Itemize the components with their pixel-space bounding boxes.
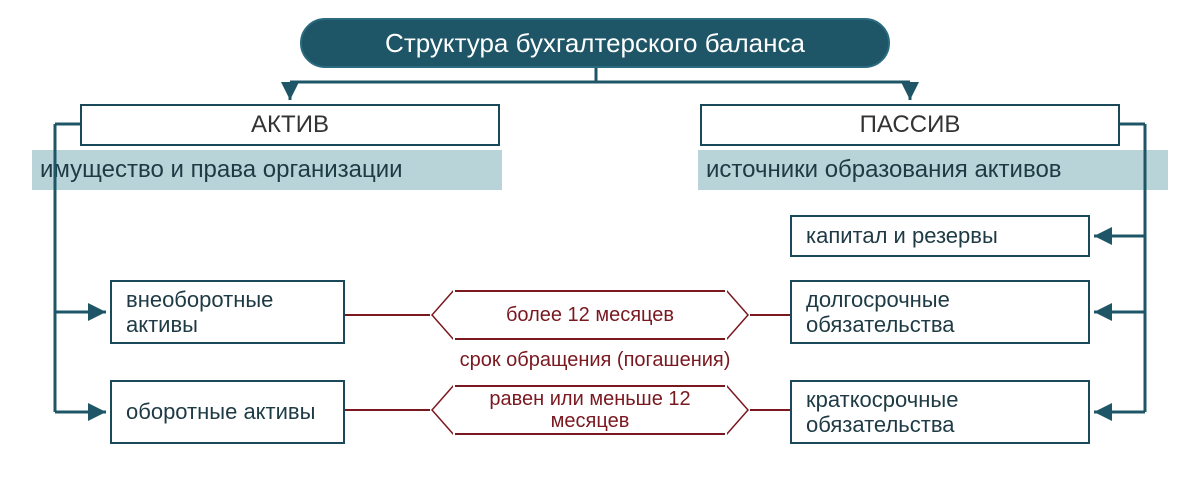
right-item-1: долгосрочные обязательства <box>790 280 1090 344</box>
center-badge-0: более 12 месяцев <box>455 290 725 340</box>
right-subtitle: источники образования активов <box>698 150 1168 190</box>
left-item-1: оборотные активы <box>110 380 345 444</box>
left-item-0: внеоборотные активы <box>110 280 345 344</box>
left-header: АКТИВ <box>80 104 500 146</box>
right-header: ПАССИВ <box>700 104 1120 146</box>
center-badge-1: равен или меньше 12 месяцев <box>455 385 725 435</box>
center-badge-0-label: более 12 месяцев <box>455 290 725 340</box>
right-item-0: капитал и резервы <box>790 215 1090 257</box>
left-subtitle: имущество и права организации <box>32 150 502 190</box>
center-badge-1-label: равен или меньше 12 месяцев <box>455 385 725 435</box>
diagram-title: Структура бухгалтерского баланса <box>300 18 890 68</box>
right-item-2: краткосрочные обязательства <box>790 380 1090 444</box>
center-mid-label: срок обращения (погашения) <box>450 349 740 372</box>
